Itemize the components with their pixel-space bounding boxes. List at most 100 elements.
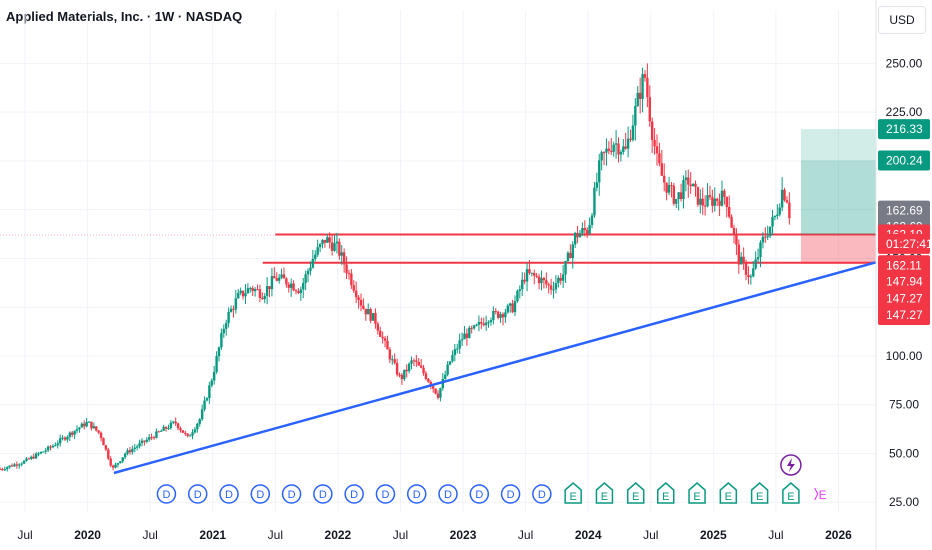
candle xyxy=(379,326,382,338)
candle xyxy=(42,451,45,453)
candle xyxy=(123,452,127,460)
earnings-marker[interactable]: E xyxy=(688,482,706,504)
svg-text:D: D xyxy=(413,489,421,501)
candle xyxy=(458,333,461,355)
earnings-marker[interactable]: E xyxy=(595,482,614,504)
earnings-marker[interactable]: E xyxy=(782,482,800,504)
candle xyxy=(453,344,457,362)
trendline[interactable] xyxy=(113,261,877,475)
target-zone-upper xyxy=(800,129,876,161)
candle xyxy=(537,273,541,290)
currency-button[interactable]: USD xyxy=(878,6,926,34)
price-tick: 25.00 xyxy=(889,495,919,509)
candle xyxy=(287,282,290,293)
candle xyxy=(80,422,84,428)
candle xyxy=(667,176,671,196)
dividend-marker[interactable]: D xyxy=(250,484,271,504)
svg-text:200.24: 200.24 xyxy=(886,153,923,167)
dividend-marker[interactable]: D xyxy=(219,484,239,504)
earnings-marker[interactable]: E xyxy=(626,482,645,504)
candle xyxy=(773,215,777,221)
upcoming-earnings-marker[interactable]: E xyxy=(814,487,827,502)
dividend-marker[interactable]: D xyxy=(281,484,302,504)
dividend-marker[interactable]: D xyxy=(500,484,521,504)
candle xyxy=(1,467,4,471)
candle xyxy=(304,270,307,291)
candle xyxy=(359,293,363,312)
candle xyxy=(210,378,213,388)
candle xyxy=(398,372,401,378)
candle xyxy=(386,335,389,350)
candle xyxy=(525,262,529,292)
candle xyxy=(477,315,481,332)
candle xyxy=(347,269,351,280)
candle xyxy=(196,422,199,433)
earnings-marker[interactable]: E xyxy=(750,482,769,504)
earnings-marker[interactable]: E xyxy=(719,482,738,504)
svg-text:D: D xyxy=(475,489,483,501)
candle xyxy=(431,385,435,393)
candle xyxy=(569,244,572,259)
candle xyxy=(172,420,175,425)
candle xyxy=(253,287,257,297)
candle xyxy=(32,453,35,460)
dividend-marker[interactable]: D xyxy=(375,484,396,504)
dividend-marker[interactable]: D xyxy=(532,484,552,504)
dividend-marker[interactable]: D xyxy=(313,484,333,504)
candle xyxy=(436,390,440,400)
candle xyxy=(316,239,319,257)
candle xyxy=(354,281,358,304)
time-tick: 2022 xyxy=(325,528,352,542)
candle xyxy=(280,268,283,279)
candle xyxy=(294,288,298,295)
earnings-marker[interactable]: E xyxy=(564,482,582,504)
candle xyxy=(205,396,209,402)
svg-text:01:27:41: 01:27:41 xyxy=(886,237,932,251)
candle xyxy=(516,289,519,303)
candle xyxy=(22,459,26,465)
candle xyxy=(107,448,110,460)
svg-text:D: D xyxy=(507,489,515,501)
svg-text:D: D xyxy=(288,489,296,501)
long-position-tool xyxy=(800,129,876,264)
candle xyxy=(530,272,534,277)
dividend-marker[interactable]: D xyxy=(187,484,208,504)
lightning-icon[interactable] xyxy=(780,454,802,476)
candle xyxy=(699,189,702,214)
candle xyxy=(482,317,485,327)
candle xyxy=(407,362,411,374)
candle xyxy=(759,240,762,268)
time-tick: 2020 xyxy=(74,528,101,542)
time-tick: Jul xyxy=(142,528,157,542)
candle xyxy=(701,187,704,215)
candle xyxy=(270,267,274,297)
candle xyxy=(528,259,531,275)
candle xyxy=(708,185,712,200)
candle xyxy=(51,444,55,449)
svg-text:E: E xyxy=(632,491,639,503)
dividend-marker[interactable]: D xyxy=(156,484,177,504)
dividend-marker[interactable]: D xyxy=(469,484,490,504)
candle xyxy=(27,457,31,460)
time-tick: 2021 xyxy=(199,528,226,542)
candle xyxy=(427,377,430,383)
candle xyxy=(246,283,250,294)
candle xyxy=(492,306,495,325)
candle xyxy=(456,343,459,354)
time-tick: 2026 xyxy=(825,528,852,542)
candle xyxy=(393,353,396,365)
candle xyxy=(484,315,488,331)
svg-text:E: E xyxy=(787,491,794,503)
candle xyxy=(535,272,538,279)
candle xyxy=(622,138,625,155)
time-tick: 2025 xyxy=(700,528,727,542)
dividend-marker[interactable]: D xyxy=(438,484,458,504)
candle xyxy=(576,225,579,244)
earnings-marker[interactable]: E xyxy=(657,482,675,504)
dividend-marker[interactable]: D xyxy=(344,484,364,504)
time-tick: Jul xyxy=(17,528,32,542)
candle xyxy=(61,435,64,441)
dividend-marker[interactable]: D xyxy=(406,484,427,504)
